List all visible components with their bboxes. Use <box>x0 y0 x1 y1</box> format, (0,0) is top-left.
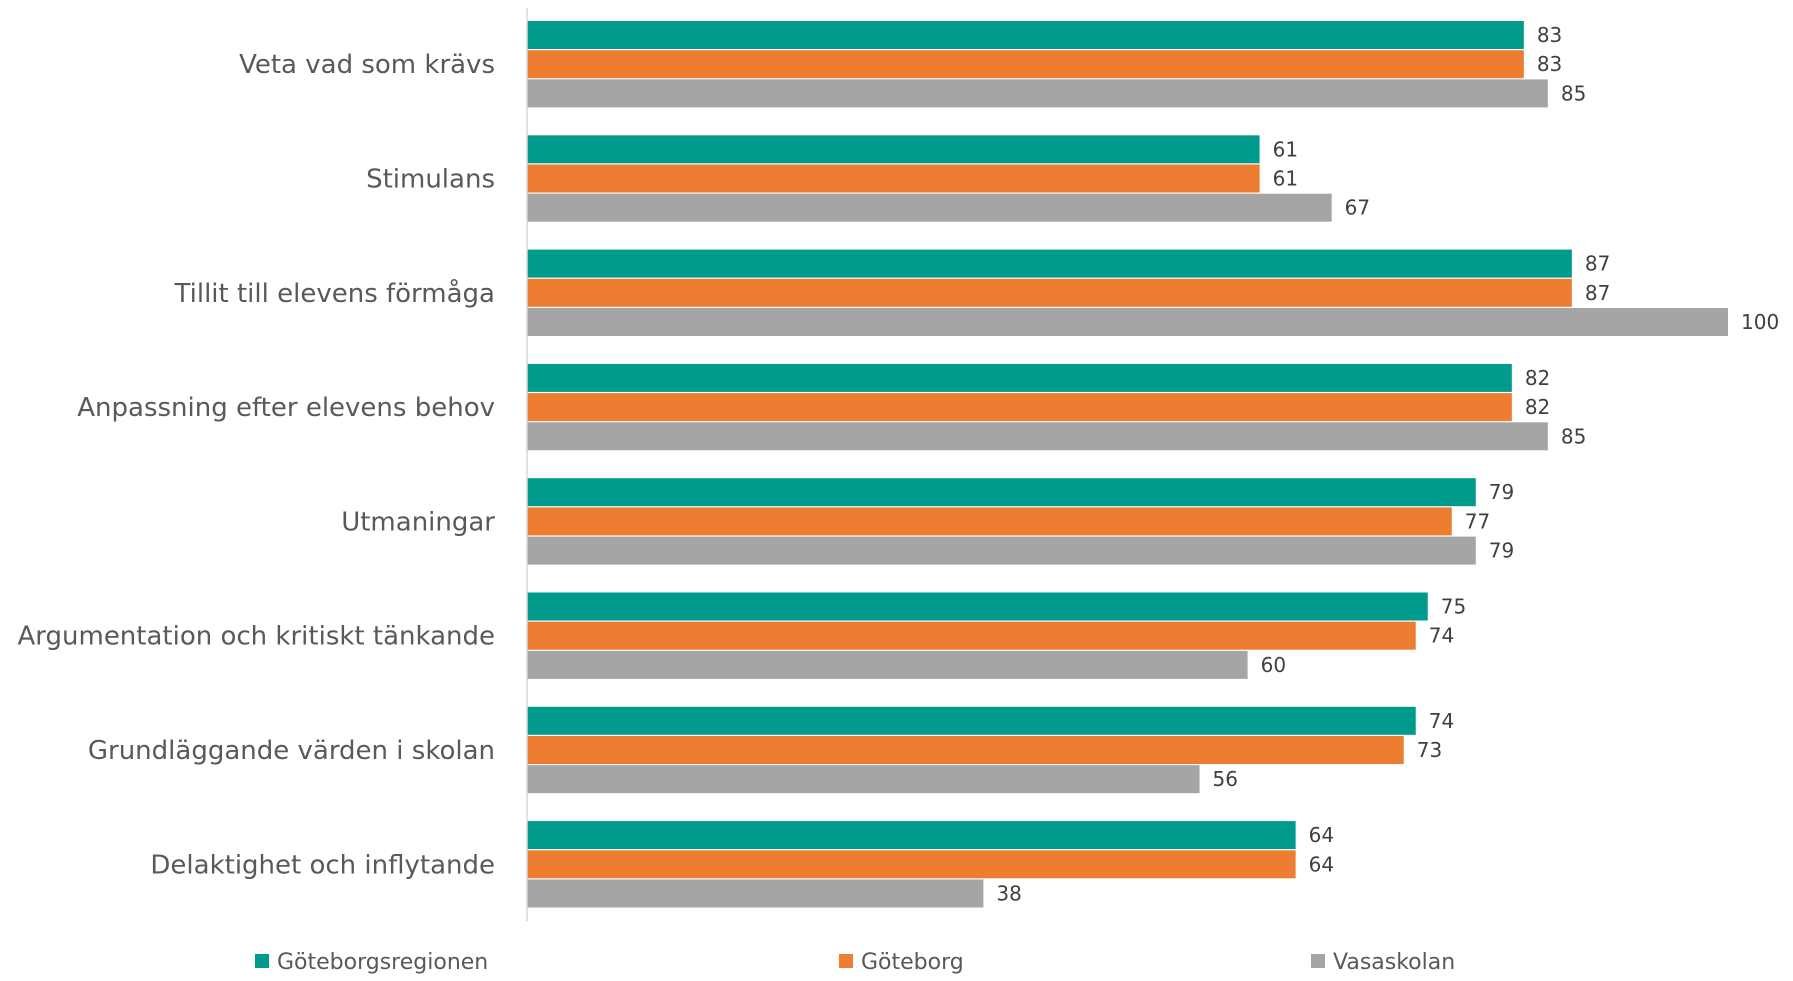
data-label-goteborg-anpassning-efter-elevens-behov: 82 <box>1525 395 1550 419</box>
bar-vasaskolan-stimulans <box>527 193 1332 222</box>
data-label-vasaskolan-tillit-till-elevens-formaga: 100 <box>1741 310 1779 334</box>
bar-goteborgsregionen-stimulans <box>527 135 1260 164</box>
legend: Göteborgsregionen Göteborg Vasaskolan <box>255 950 1455 975</box>
category-label-argumentation-och-kritiskt-tankande: Argumentation och kritiskt tänkande <box>17 622 495 652</box>
legend-swatch-goteborg <box>839 954 853 968</box>
data-label-goteborg-delaktighet-och-inflytande: 64 <box>1309 852 1334 876</box>
data-label-vasaskolan-grundlaggande-varden-i-skolan: 56 <box>1213 767 1238 791</box>
legend-label-goteborgsregionen: Göteborgsregionen <box>277 950 488 975</box>
data-label-goteborg-utmaningar: 77 <box>1465 509 1490 533</box>
data-label-goteborg-argumentation-och-kritiskt-tankande: 74 <box>1429 624 1454 648</box>
bar-goteborgsregionen-utmaningar <box>527 478 1476 507</box>
bar-vasaskolan-grundlaggande-varden-i-skolan <box>527 765 1200 794</box>
data-label-goteborgsregionen-argumentation-och-kritiskt-tankande: 75 <box>1441 595 1466 619</box>
bar-goteborgsregionen-argumentation-och-kritiskt-tankande <box>527 592 1428 621</box>
bar-series <box>527 21 1728 908</box>
data-label-vasaskolan-stimulans: 67 <box>1345 196 1370 220</box>
bar-goteborg-grundlaggande-varden-i-skolan <box>527 736 1404 764</box>
bar-goteborg-utmaningar <box>527 507 1452 536</box>
category-label-veta-vad-som-kravs: Veta vad som krävs <box>239 50 495 80</box>
category-label-stimulans: Stimulans <box>366 165 495 195</box>
category-label-anpassning-efter-elevens-behov: Anpassning efter elevens behov <box>77 393 495 423</box>
bar-vasaskolan-veta-vad-som-kravs <box>527 79 1548 108</box>
data-label-vasaskolan-argumentation-och-kritiskt-tankande: 60 <box>1261 653 1286 677</box>
bar-goteborg-tillit-till-elevens-formaga <box>527 278 1572 307</box>
data-label-goteborgsregionen-utmaningar: 79 <box>1489 480 1514 504</box>
bar-vasaskolan-anpassning-efter-elevens-behov <box>527 422 1548 451</box>
bar-goteborg-stimulans <box>527 164 1260 193</box>
data-label-vasaskolan-anpassning-efter-elevens-behov: 85 <box>1561 424 1586 448</box>
data-label-vasaskolan-veta-vad-som-kravs: 85 <box>1561 81 1586 105</box>
bar-goteborg-delaktighet-och-inflytande <box>527 850 1296 879</box>
bar-goteborgsregionen-anpassning-efter-elevens-behov <box>527 363 1512 392</box>
category-label-utmaningar: Utmaningar <box>341 507 495 537</box>
data-labels: 83 83 85 61 61 67 87 87 100 82 82 85 79 77 79 75 74 60 74 7… <box>996 23 1779 906</box>
data-label-goteborg-tillit-till-elevens-formaga: 87 <box>1585 281 1610 305</box>
legend-swatch-vasaskolan <box>1311 954 1325 968</box>
bar-goteborgsregionen-grundlaggande-varden-i-skolan <box>527 706 1416 735</box>
data-label-goteborgsregionen-delaktighet-och-inflytande: 64 <box>1309 823 1334 847</box>
data-label-goteborgsregionen-tillit-till-elevens-formaga: 87 <box>1585 252 1610 276</box>
category-label-tillit-till-elevens-formaga: Tillit till elevens förmåga <box>174 278 495 309</box>
data-label-goteborgsregionen-grundlaggande-varden-i-skolan: 74 <box>1429 709 1454 733</box>
data-label-goteborgsregionen-anpassning-efter-elevens-behov: 82 <box>1525 366 1550 390</box>
legend-label-goteborg: Göteborg <box>861 950 964 975</box>
bar-vasaskolan-tillit-till-elevens-formaga <box>527 308 1728 336</box>
category-label-delaktighet-och-inflytande: Delaktighet och inflytande <box>150 850 495 880</box>
data-label-goteborg-stimulans: 61 <box>1273 167 1298 191</box>
legend-swatch-goteborgsregionen <box>255 954 269 968</box>
bar-goteborg-argumentation-och-kritiskt-tankande <box>527 621 1416 650</box>
data-label-goteborg-grundlaggande-varden-i-skolan: 73 <box>1417 738 1442 762</box>
bar-vasaskolan-delaktighet-och-inflytande <box>527 879 984 908</box>
category-labels: Veta vad som krävs Stimulans Tillit till e… <box>17 50 495 880</box>
bar-goteborgsregionen-veta-vad-som-kravs <box>527 21 1524 49</box>
data-label-goteborg-veta-vad-som-kravs: 83 <box>1537 52 1562 76</box>
bar-goteborgsregionen-tillit-till-elevens-formaga <box>527 249 1572 278</box>
data-label-vasaskolan-utmaningar: 79 <box>1489 539 1514 563</box>
bar-goteborg-veta-vad-som-kravs <box>527 50 1524 79</box>
bar-goteborg-anpassning-efter-elevens-behov <box>527 393 1512 422</box>
data-label-goteborgsregionen-veta-vad-som-kravs: 83 <box>1537 23 1562 47</box>
category-label-grundlaggande-varden-i-skolan: Grundläggande värden i skolan <box>88 736 495 766</box>
bar-vasaskolan-argumentation-och-kritiskt-tankande <box>527 650 1248 679</box>
bar-vasaskolan-utmaningar <box>527 536 1476 565</box>
legend-label-vasaskolan: Vasaskolan <box>1333 950 1455 975</box>
bar-goteborgsregionen-delaktighet-och-inflytande <box>527 821 1296 850</box>
data-label-vasaskolan-delaktighet-och-inflytande: 38 <box>996 882 1021 906</box>
data-label-goteborgsregionen-stimulans: 61 <box>1273 137 1298 161</box>
